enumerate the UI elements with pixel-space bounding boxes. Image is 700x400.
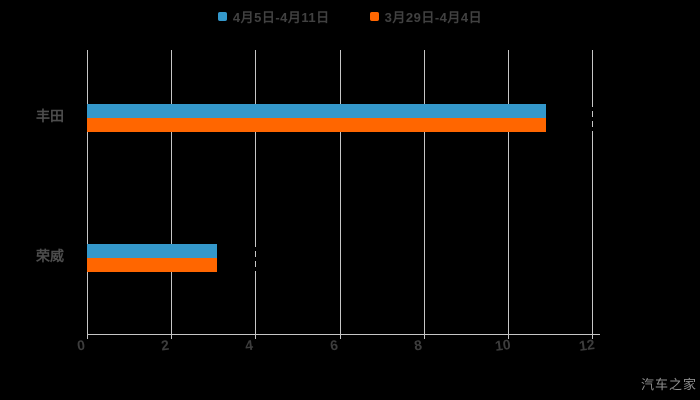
hidden-value-label-artifact [253, 247, 259, 251]
hidden-value-label-artifact [253, 267, 259, 271]
hidden-value-label-artifact [590, 127, 595, 131]
axis-tick [592, 334, 593, 339]
hidden-value-label-artifact [590, 117, 595, 121]
bar-丰田-4月5日-4月11日 [87, 104, 546, 118]
bar-荣威-3月29日-4月4日 [87, 258, 218, 272]
axis-tick [171, 334, 173, 339]
axis-tick [87, 334, 88, 339]
y-axis-label-荣威: 荣威 [36, 248, 64, 264]
gridline [255, 50, 257, 334]
gridline [339, 50, 341, 334]
legend-label-week-current: 4月5日-4月11日 [232, 9, 330, 25]
axis-tick [339, 334, 341, 339]
gridline [423, 50, 425, 334]
x-tick-label: 10 [493, 336, 512, 354]
hidden-value-label-artifact [253, 257, 259, 261]
legend-item-week-previous[interactable]: 3月29日-4月4日 [369, 7, 483, 26]
x-tick-label: 12 [578, 336, 596, 354]
gridline [592, 50, 593, 334]
legend-marker-orange-icon [369, 11, 379, 21]
axis-tick [255, 334, 257, 339]
gridline [87, 50, 88, 334]
y-axis-label-丰田: 丰田 [36, 108, 64, 124]
x-tick-label: 0 [76, 336, 86, 354]
axis-tick [423, 334, 425, 339]
gridline [171, 50, 173, 334]
legend-label-week-previous: 3月29日-4月4日 [384, 9, 483, 25]
legend: 4月5日-4月11日 3月29日-4月4日 [0, 6, 700, 26]
bar-丰田-3月29日-4月4日 [87, 118, 546, 132]
x-tick-label: 2 [160, 336, 170, 354]
x-tick-label: 6 [328, 336, 339, 354]
gridline [507, 50, 509, 334]
x-axis-line [87, 334, 600, 335]
x-tick-label: 4 [244, 336, 255, 354]
bar-荣威-4月5日-4月11日 [87, 244, 218, 258]
axis-tick [507, 334, 509, 339]
legend-marker-blue-icon [217, 11, 227, 21]
x-tick-label: 8 [412, 336, 423, 354]
legend-item-week-current[interactable]: 4月5日-4月11日 [217, 7, 330, 26]
watermark: 汽车之家 [640, 377, 697, 392]
hidden-value-label-artifact [590, 107, 595, 111]
